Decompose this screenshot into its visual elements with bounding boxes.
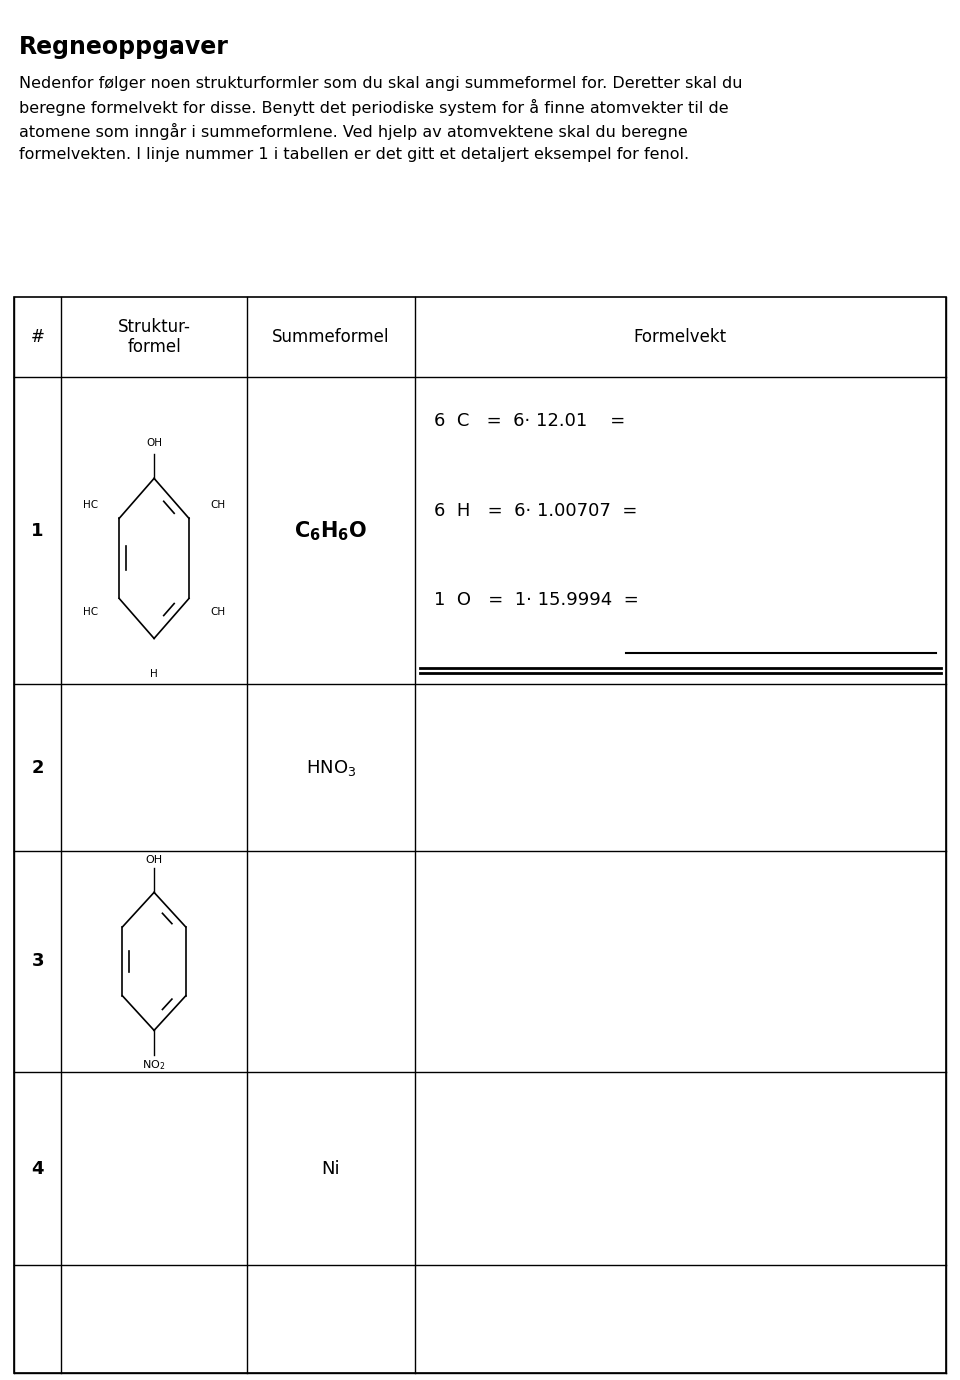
Text: 3: 3 <box>32 952 44 970</box>
Text: HC: HC <box>83 607 98 617</box>
Text: Formelvekt: Formelvekt <box>634 328 727 346</box>
Text: OH: OH <box>146 854 162 865</box>
Text: 1  O   =  1· 15.9994  =: 1 O = 1· 15.9994 = <box>434 592 638 610</box>
Text: OH: OH <box>146 437 162 448</box>
Text: 1: 1 <box>32 522 44 540</box>
Text: 6  C   =  6· 12.01    =: 6 C = 6· 12.01 = <box>434 413 625 431</box>
Text: CH: CH <box>210 607 226 617</box>
Text: CH: CH <box>210 500 226 509</box>
Text: Ni: Ni <box>322 1159 341 1177</box>
Text: #: # <box>31 328 44 346</box>
Bar <box>14 297 946 1373</box>
Text: H: H <box>150 669 158 679</box>
Text: HC: HC <box>83 500 98 509</box>
Text: $\mathrm{NO_2}$: $\mathrm{NO_2}$ <box>142 1058 166 1072</box>
Text: $\mathbf{C_6H_6O}$: $\mathbf{C_6H_6O}$ <box>295 519 368 542</box>
Text: 2: 2 <box>32 759 44 777</box>
Text: Summeformel: Summeformel <box>273 328 390 346</box>
Text: Regneoppgaver: Regneoppgaver <box>19 34 229 58</box>
Text: 6  H   =  6· 1.00707  =: 6 H = 6· 1.00707 = <box>434 502 637 520</box>
Text: Nedenfor følger noen strukturformler som du skal angi summeformel for. Deretter : Nedenfor følger noen strukturformler som… <box>19 76 743 161</box>
Text: $\mathrm{HNO_3}$: $\mathrm{HNO_3}$ <box>306 758 356 777</box>
Text: Struktur-
formel: Struktur- formel <box>118 317 190 356</box>
Text: 4: 4 <box>32 1159 44 1177</box>
